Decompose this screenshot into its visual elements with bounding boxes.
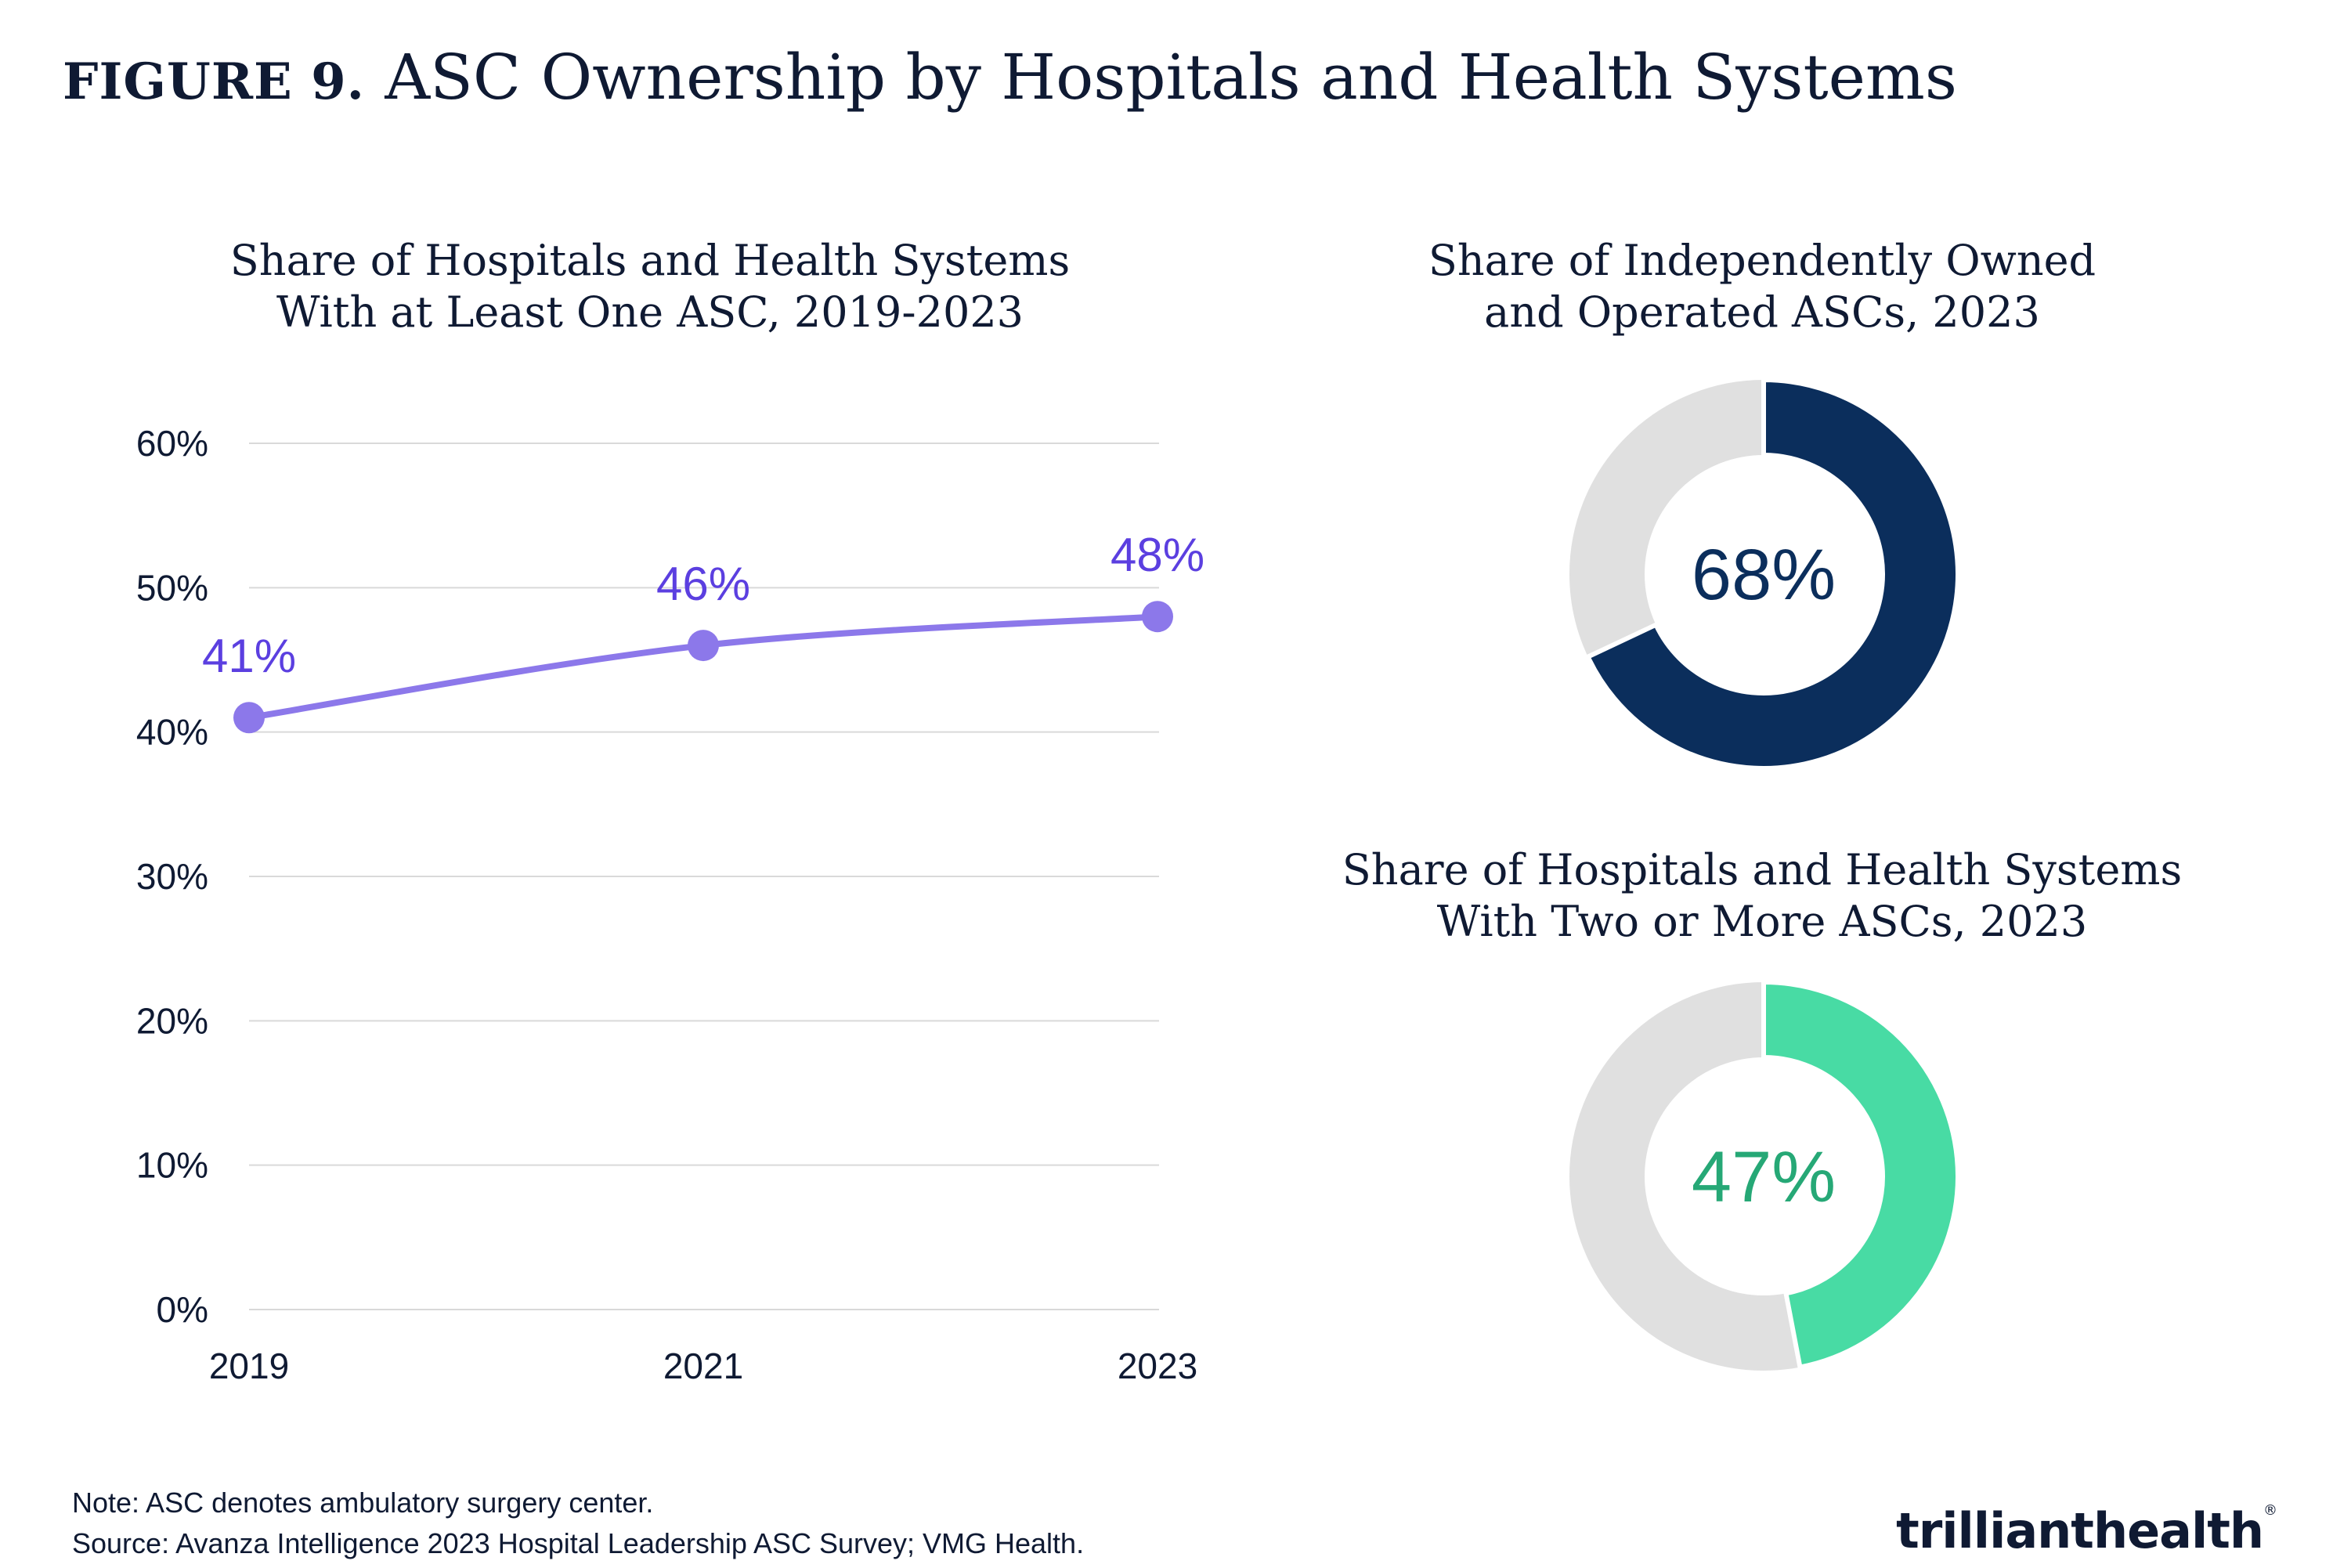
donut-value-label: 47% (1692, 1137, 1836, 1217)
footnote-source: Source: Avanza Intelligence 2023 Hospita… (72, 1527, 1085, 1559)
data-point (233, 702, 265, 734)
donut-two-or-more-title-line2: With Two or More ASCs, 2023 (1436, 897, 2088, 946)
x-tick-label: 2019 (209, 1346, 289, 1386)
y-tick-label: 50% (136, 567, 208, 608)
y-tick-label: 10% (136, 1145, 208, 1186)
y-tick-label: 60% (136, 423, 208, 464)
donut-independent-title-line1: Share of Independently Owned (1428, 236, 2096, 285)
footnote-note: Note: ASC denotes ambulatory surgery cen… (72, 1487, 654, 1519)
line-chart: 0% 10% 20% 30% 40% 50% 60% 2019 2021 2023 41% 46%… (136, 423, 1204, 1386)
donut-two-or-more-title-line1: Share of Hospitals and Health Systems (1342, 845, 2183, 894)
donut-independent: 68% (1569, 377, 1960, 771)
data-labels: 41% 46% 48% (202, 529, 1204, 682)
brand-registered-mark: ® (2263, 1502, 2277, 1519)
data-point (1142, 601, 1173, 633)
y-tick-label: 40% (136, 712, 208, 753)
y-axis-tick-labels: 0% 10% 20% 30% 40% 50% 60% (136, 423, 208, 1330)
figure-title-text: ASC Ownership by Hospitals and Health Sy… (385, 41, 1957, 114)
donut-two-or-more: 47% (1569, 979, 1960, 1371)
brand-logo: trillianthealth® (1896, 1502, 2277, 1559)
donut-value-slice (1584, 377, 1960, 771)
data-label: 46% (656, 558, 750, 610)
data-points (233, 601, 1173, 734)
donut-value-slice (1761, 979, 1960, 1371)
data-label: 48% (1111, 529, 1204, 581)
y-tick-label: 20% (136, 1000, 208, 1041)
donut-two-or-more-title: Share of Hospitals and Health Systems Wit… (1292, 844, 2232, 948)
line-chart-title-line1: Share of Hospitals and Health Systems (229, 236, 1071, 285)
y-tick-label: 30% (136, 856, 208, 897)
figure-label: FIGURE 9. (63, 52, 365, 111)
x-tick-label: 2021 (663, 1346, 743, 1386)
donut-independent-title: Share of Independently Owned and Operated… (1292, 235, 2232, 338)
y-gridlines (249, 443, 1159, 1310)
figure-title: FIGURE 9. ASC Ownership by Hospitals and… (63, 41, 1957, 114)
donut-value-label: 68% (1692, 535, 1836, 615)
data-label: 41% (202, 630, 296, 682)
brand-part2: health (2093, 1502, 2264, 1559)
x-axis-tick-labels: 2019 2021 2023 (209, 1346, 1197, 1386)
y-tick-label: 0% (157, 1289, 208, 1330)
line-chart-title: Share of Hospitals and Health Systems Wit… (180, 235, 1120, 338)
data-point (688, 630, 719, 662)
x-tick-label: 2023 (1118, 1346, 1197, 1386)
donut-independent-title-line2: and Operated ASCs, 2023 (1484, 287, 2040, 337)
line-chart-title-line2: With at Least One ASC, 2019-2023 (276, 287, 1024, 337)
brand-part1: trilliant (1896, 1502, 2094, 1559)
